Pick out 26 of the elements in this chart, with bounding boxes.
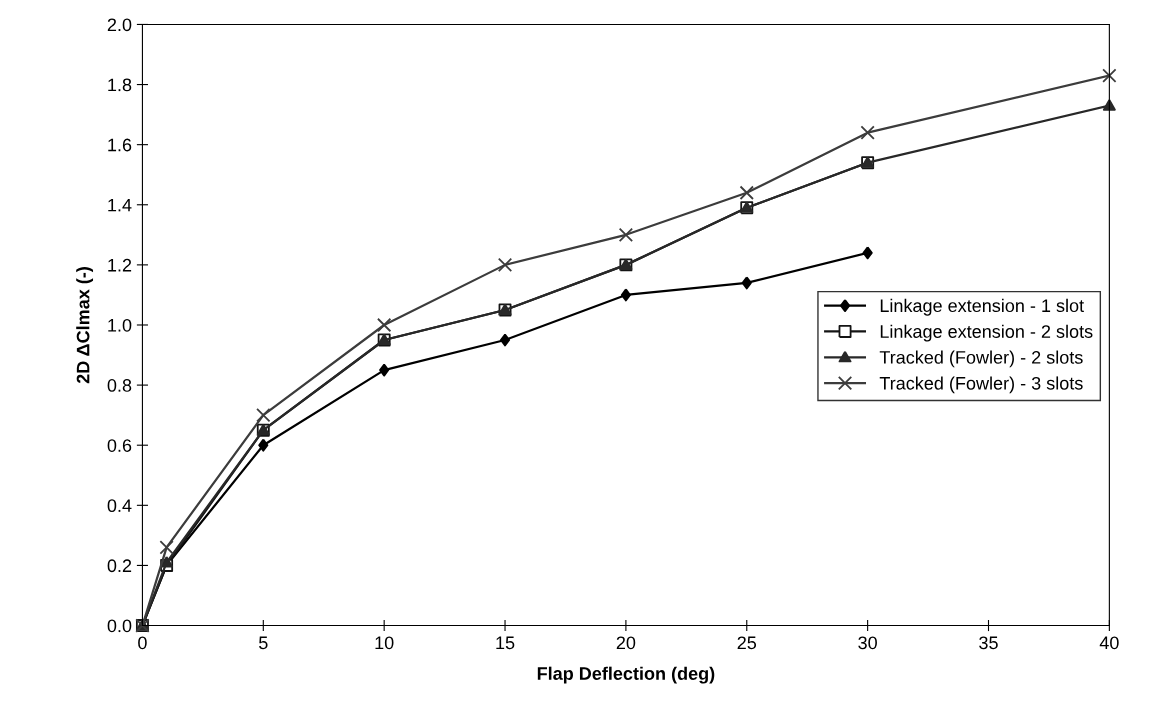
legend-label: Tracked (Fowler) - 3 slots: [879, 376, 1083, 394]
y-tick-label: 1.2: [108, 258, 132, 272]
y-tick-label: 0.0: [107, 619, 132, 633]
y-tick-label: 0.2: [107, 559, 132, 573]
legend-label: Linkage extension - 1 slot: [880, 298, 1084, 316]
x-tick-label: 25: [737, 636, 757, 650]
x-tick-label: 10: [375, 636, 394, 650]
legend-label: Tracked (Fowler) - 2 slots: [879, 350, 1083, 368]
y-tick-label: 1.8: [108, 78, 132, 92]
x-axis-title: Flap Deflection (deg): [537, 666, 715, 684]
y-tick-label: 1.6: [108, 138, 132, 152]
x-tick-label: 40: [1099, 636, 1119, 650]
y-tick-label: 0.8: [107, 379, 132, 392]
y-tick-label: 1.0: [108, 318, 132, 332]
y-tick-label: 2.0: [107, 18, 132, 32]
x-tick-label: 35: [979, 636, 998, 650]
y-tick-label: 0.6: [107, 439, 132, 452]
x-tick-label: 5: [259, 636, 268, 650]
y-tick-label: 1.4: [108, 198, 132, 212]
y-tick-label: 0.4: [107, 499, 132, 513]
x-tick-label: 30: [858, 636, 877, 650]
x-tick-label: 0: [138, 636, 147, 650]
x-tick-label: 15: [496, 636, 515, 650]
legend-label: Linkage extension - 2 slots: [880, 324, 1093, 342]
x-tick-label: 20: [616, 636, 636, 650]
y-axis-title: 2D ΔClmax (-): [76, 267, 94, 384]
